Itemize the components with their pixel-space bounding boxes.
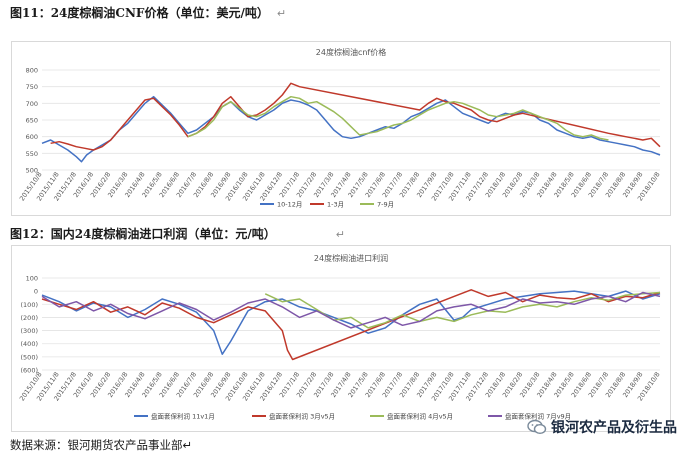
figure-12-heading-text: 图12：国内24度棕榈油进口利润（单位：元/吨） xyxy=(10,227,276,241)
import-profit-chart: 24度棕榈油进口利润 100 0 (100) (200) (300) (400) (500) (… xyxy=(11,245,671,432)
legend-label: 7-9月 xyxy=(377,201,394,209)
cnf-price-chart-svg: 24度棕榈油cnf价格5005506006507007508002015/10/… xyxy=(18,47,662,209)
y-tick-label: 800 xyxy=(26,67,38,75)
legend-label: 盘面套保利润 3月v5月 xyxy=(269,412,335,421)
y-tick-label: (200) xyxy=(21,314,38,322)
y-tick-label: 650 xyxy=(26,117,38,125)
legend-label: 盘面套保利润 4月v5月 xyxy=(387,412,453,421)
legend-label: 10-12月 xyxy=(277,201,302,209)
y-tick-label: (500) xyxy=(21,353,38,361)
legend-label: 盘面套保利润 7月v9月 xyxy=(505,412,571,421)
y-tick-label: 550 xyxy=(26,150,38,158)
y-tick-label: 750 xyxy=(26,83,38,91)
legend-label: 盘面套保利润 11v1月 xyxy=(151,412,215,421)
series-line xyxy=(187,95,609,141)
y-tick-label: (100) xyxy=(21,301,38,309)
return-mark: ↵ xyxy=(276,7,287,20)
series-line xyxy=(41,291,661,329)
y-tick-label: (400) xyxy=(21,340,38,348)
brand-watermark: 银河农产品及衍生品 xyxy=(527,417,677,437)
series-line xyxy=(50,82,661,151)
series-line xyxy=(41,95,661,163)
y-tick-label: 100 xyxy=(26,275,38,283)
chart-title: 24度棕榈油进口利润 xyxy=(314,253,388,263)
data-source: 数据来源：银河期货农产品事业部↵ xyxy=(10,438,193,452)
series-line xyxy=(41,289,661,361)
y-tick-label: 700 xyxy=(26,100,38,108)
y-tick-label: (600) xyxy=(21,367,38,375)
figure-11-heading-text: 图11：24度棕榈油CNF价格（单位：美元/吨） xyxy=(10,6,269,20)
y-tick-label: 600 xyxy=(26,133,38,141)
figure-12-heading: 图12：国内24度棕榈油进口利润（单位：元/吨） ↵ xyxy=(10,225,345,242)
y-tick-label: 500 xyxy=(26,167,38,175)
cnf-price-chart: 24度棕榈油cnf价格 500 550 600 650 700 750 800 2015/10/… xyxy=(11,41,671,216)
brand-text: 银河农产品及衍生品 xyxy=(551,420,677,436)
wechat-icon xyxy=(527,419,547,435)
figure-11-heading: 图11：24度棕榈油CNF价格（单位：美元/吨） ↵ xyxy=(10,4,286,21)
legend-label: 1-3月 xyxy=(327,201,344,209)
y-tick-label: (300) xyxy=(21,327,38,335)
return-mark: ↵ xyxy=(335,228,346,241)
y-tick-label: 0 xyxy=(34,288,38,296)
series-line xyxy=(41,290,661,355)
import-profit-chart-svg: 24度棕榈油进口利润 100 0 (100) (200) (300) (400) (500) (… xyxy=(18,253,662,421)
chart-title: 24度棕榈油cnf价格 xyxy=(316,47,386,57)
